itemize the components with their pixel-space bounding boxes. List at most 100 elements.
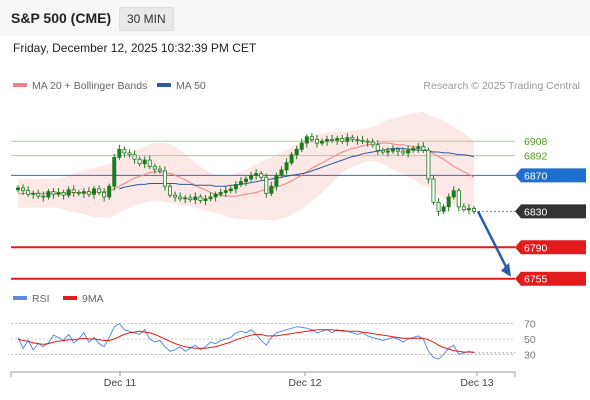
legend-rsi-ma: 9MA — [63, 293, 104, 305]
projection-arrow — [476, 210, 509, 270]
price-tag-label-6755: 6755 — [524, 274, 548, 286]
ma50-swatch — [157, 83, 171, 88]
candle-body — [325, 139, 330, 142]
candle-body — [390, 148, 395, 152]
candle-body — [97, 188, 102, 193]
instrument-title: S&P 500 (CME) — [11, 10, 112, 26]
candle-body — [162, 170, 167, 187]
candle-body — [294, 148, 299, 156]
rsi-tick-50: 50 — [524, 334, 536, 346]
candle-body — [451, 190, 456, 198]
level-label-6892: 6892 — [524, 151, 548, 163]
candle-body — [360, 139, 365, 142]
candle-body — [81, 191, 86, 194]
candle-body — [147, 159, 152, 167]
timestamp: Friday, December 12, 2025 10:32:39 PM CE… — [13, 41, 257, 55]
candle-body — [203, 198, 208, 201]
legend-rsi-ma-label: 9MA — [82, 293, 104, 305]
candle-body — [446, 196, 451, 208]
candle-body — [26, 190, 31, 195]
candle-body — [385, 150, 390, 153]
candle-body — [350, 137, 355, 140]
candle-body — [21, 187, 26, 192]
candle-body — [370, 141, 375, 146]
candle-body — [56, 192, 61, 195]
candle-body — [330, 139, 335, 141]
candle-body — [122, 148, 127, 154]
bollinger-band — [18, 111, 474, 221]
candle-body — [335, 138, 340, 141]
legend-rsi: RSI — [13, 293, 50, 305]
candle-body — [436, 201, 441, 212]
candle-body — [193, 196, 198, 201]
rsi-swatch — [13, 296, 27, 301]
candle-body — [102, 192, 107, 198]
rsi-tick-70: 70 — [524, 319, 536, 331]
candle-body — [31, 192, 36, 195]
candle-body — [471, 208, 476, 212]
candle-body — [107, 185, 112, 198]
price-tag-label-6870: 6870 — [524, 170, 548, 182]
interval-selector[interactable]: 30 MIN — [119, 7, 174, 31]
candle-body — [66, 189, 71, 196]
credit-text: Research © 2025 Trading Central — [423, 80, 580, 92]
candle-body — [188, 197, 193, 201]
candle-body — [380, 149, 385, 153]
candle-body — [314, 139, 319, 144]
candle-body — [461, 206, 466, 210]
rsi-line — [17, 322, 475, 360]
projection-arrow-head — [501, 262, 511, 277]
candle-body — [46, 191, 51, 198]
candle-body — [132, 154, 137, 160]
price-tag-6870 — [515, 168, 586, 183]
candle-body — [421, 146, 426, 151]
candle-body — [375, 144, 380, 151]
candle-body — [401, 150, 406, 154]
time-axis: Dec 11 Dec 12 Dec 13 — [10, 371, 516, 389]
rsi-panel: 30 50 70 — [11, 319, 536, 361]
candle-body — [112, 157, 117, 187]
candle-body — [213, 193, 218, 198]
candle-body — [274, 174, 279, 187]
candle-body — [426, 149, 431, 180]
candle-body — [223, 190, 228, 193]
legend-ma50-label: MA 50 — [176, 80, 206, 92]
candle-body — [456, 190, 461, 208]
rsi-ma-line — [17, 329, 474, 353]
candle-body — [198, 196, 203, 201]
price-tag-label-6790: 6790 — [524, 242, 548, 254]
candle-body — [127, 152, 132, 156]
price-tag-label-6830: 6830 — [524, 206, 548, 218]
legend-ma50: MA 50 — [157, 80, 206, 92]
time-tick-label: Dec 12 — [288, 377, 321, 389]
candle-body — [142, 159, 147, 165]
candle-body — [71, 189, 76, 193]
rsi-tick-30: 30 — [524, 349, 536, 361]
candle-body — [218, 192, 223, 195]
candle-body — [254, 173, 259, 176]
candle-body — [299, 142, 304, 150]
candle-body — [137, 158, 142, 165]
candle-body — [264, 176, 269, 194]
candle-body — [279, 169, 284, 176]
candle-body — [243, 178, 248, 183]
price-tag-6790 — [515, 240, 586, 255]
candle-body — [269, 185, 274, 194]
candle-body — [36, 192, 41, 197]
candle-body — [355, 139, 360, 141]
header-bar — [0, 0, 590, 36]
candle-body — [173, 194, 178, 198]
time-tick-label: Dec 11 — [104, 377, 137, 389]
candle-body — [431, 178, 436, 203]
candle-body — [304, 136, 309, 144]
candle-body — [340, 138, 345, 142]
candle-body — [117, 148, 122, 158]
candle-body — [395, 148, 400, 152]
legend-rsi-label: RSI — [32, 293, 50, 305]
time-tick-label: Dec 13 — [460, 377, 493, 389]
candle-body — [319, 140, 324, 144]
candle-body — [15, 187, 20, 191]
candle-body — [61, 192, 66, 196]
candle-body — [309, 136, 314, 140]
